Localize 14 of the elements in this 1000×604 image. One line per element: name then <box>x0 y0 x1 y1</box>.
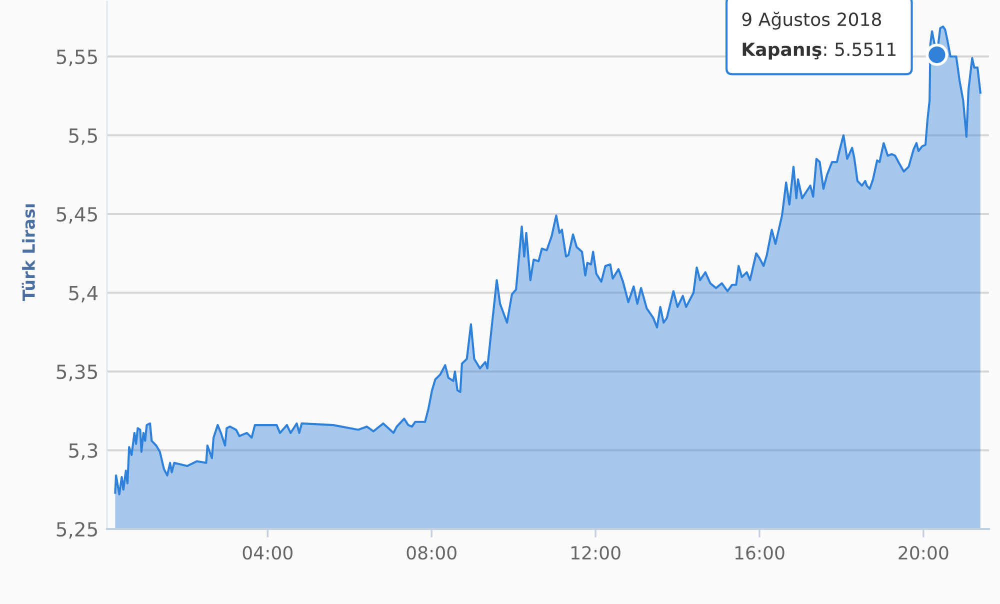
y-tick-label: 5,25 <box>56 522 97 539</box>
y-tick-label: 5,45 <box>56 207 97 224</box>
y-tick-label: 5,4 <box>69 286 98 302</box>
x-tick-label: 12:00 <box>572 546 620 560</box>
x-tick-label: 04:00 <box>242 546 292 560</box>
y-tick-label: 5,5 <box>69 128 97 145</box>
x-tick-label: 20:00 <box>898 546 948 560</box>
x-tick-label: 08:00 <box>406 546 456 560</box>
y-tick-label: 5,35 <box>56 364 97 382</box>
y-axis-title: Türk Lirası <box>22 204 35 302</box>
y-tick-label: 5,55 <box>56 50 97 66</box>
y-tick-label: 5,3 <box>69 443 98 460</box>
annotation: 9 Ağustos 2018 Kapanış: 5.5511 <box>742 12 896 60</box>
x-tick-label: 16:00 <box>735 546 784 560</box>
